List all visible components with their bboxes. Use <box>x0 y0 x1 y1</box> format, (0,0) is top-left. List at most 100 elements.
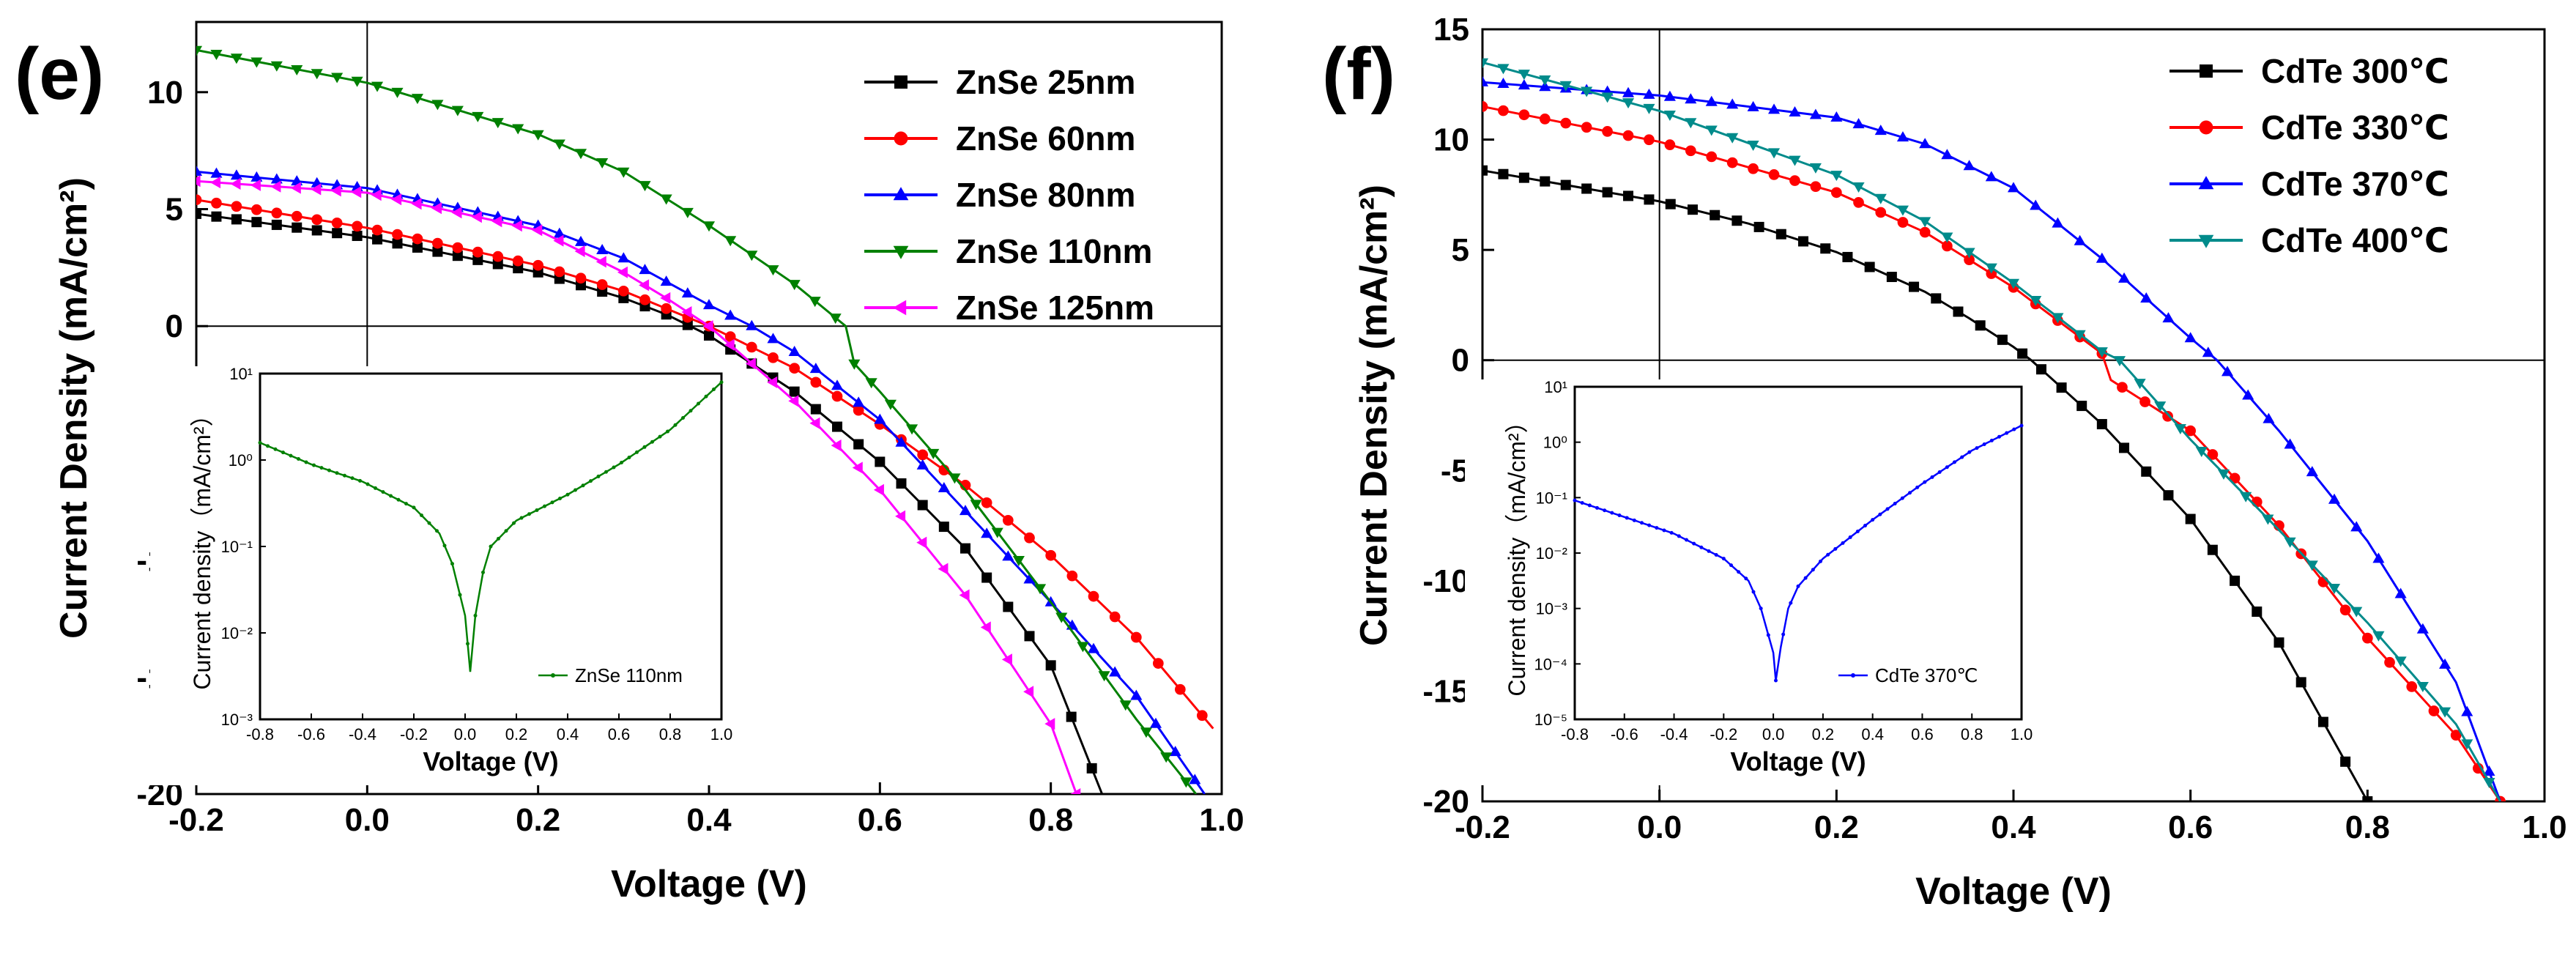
y-tick-label: -20 <box>1422 784 1469 820</box>
data-point <box>873 483 884 496</box>
data-point <box>2139 396 2150 407</box>
data-point <box>746 251 758 262</box>
data-point <box>617 167 630 178</box>
data-point <box>970 500 982 511</box>
data-point <box>865 378 877 389</box>
data-point <box>1152 658 1164 669</box>
inset-y-tick-label: 10⁻¹ <box>1536 489 1567 507</box>
inset-data-point <box>258 440 262 445</box>
data-point <box>660 194 672 205</box>
data-point <box>2416 623 2429 634</box>
data-point <box>1820 243 1831 254</box>
data-point <box>1798 236 1809 247</box>
data-point <box>251 204 262 215</box>
data-point <box>1853 197 1864 208</box>
inset-data-point <box>1945 465 1949 470</box>
data-point <box>1896 131 1909 142</box>
data-point <box>452 242 464 253</box>
inset-x-tick-label: 0.6 <box>608 725 631 744</box>
inset-data-point <box>327 468 331 472</box>
data-point <box>1012 556 1025 567</box>
inset-data-point <box>1632 518 1636 522</box>
x-tick-label: 1.0 <box>2522 809 2566 845</box>
data-point <box>331 217 343 229</box>
data-point <box>639 279 650 292</box>
inset-data-point <box>335 471 339 475</box>
inset-x-tick-label: 1.0 <box>710 725 733 744</box>
data-point <box>2428 705 2440 716</box>
inset-data-point <box>1669 530 1674 535</box>
data-point <box>1975 320 1986 331</box>
data-point <box>2185 513 2196 524</box>
inset-x-tick-label: 0.8 <box>659 725 682 744</box>
data-point <box>1482 75 1489 86</box>
inset-y-tick-label: 10⁻³ <box>1536 600 1567 618</box>
data-point <box>2207 449 2219 460</box>
inset-data-point <box>1774 678 1778 683</box>
inset-data-point <box>574 488 577 492</box>
inset-data-point <box>1759 607 1763 611</box>
legend: CdTe 300℃ CdTe 330℃ CdTe 370℃ CdTe 400℃ <box>2169 52 2449 259</box>
data-point <box>532 259 544 271</box>
data-point <box>2217 469 2230 480</box>
data-point <box>1623 190 1634 201</box>
data-point <box>959 589 970 601</box>
data-point <box>250 171 263 182</box>
data-point <box>1066 570 1078 582</box>
data-point <box>1852 182 1865 193</box>
data-point <box>250 179 261 191</box>
data-point <box>938 563 949 575</box>
data-point <box>2007 182 2020 193</box>
legend-entry: ZnSe 60nm <box>956 119 1135 157</box>
data-point <box>681 305 692 319</box>
inset-data-point <box>1997 434 2001 439</box>
data-point <box>1482 58 1489 69</box>
inset-data-point <box>2019 423 2024 428</box>
data-point <box>1964 254 1975 266</box>
inset-data-point <box>1923 480 1927 484</box>
y-axis-label: Current Density (mA/cm²) <box>1353 185 1395 646</box>
data-point <box>853 439 864 450</box>
y-axis-label: Current Density (mA/cm²) <box>53 177 95 639</box>
data-point <box>1086 763 1097 774</box>
data-point <box>1539 81 1551 92</box>
inset-data-point <box>673 423 678 427</box>
data-point <box>1149 717 1162 728</box>
inset-data-point <box>1908 491 1912 495</box>
data-point <box>1874 193 1887 204</box>
legend: ZnSe 25nm ZnSe 60nm ZnSe 80nm ZnSe 110nm ZnS… <box>864 63 1154 327</box>
inset-chart: -0.8 -0.6 -0.4 -0.2 0.0 0.2 0.4 0.6 0.8 1.0 10¹ 10⁰… <box>1465 378 2040 785</box>
data-point <box>532 130 544 141</box>
data-point <box>1109 666 1121 677</box>
legend-marker <box>893 300 907 316</box>
inset-data-point <box>289 453 293 458</box>
x-axis-label: Voltage (V) <box>1915 870 2112 913</box>
data-point <box>2140 292 2153 303</box>
data-point <box>682 319 693 330</box>
data-point <box>1002 550 1014 561</box>
data-point <box>351 76 363 87</box>
data-point <box>1643 88 1655 99</box>
data-point <box>210 167 223 178</box>
data-point <box>1109 611 1121 623</box>
data-point <box>2162 410 2173 422</box>
data-point <box>1830 171 1843 182</box>
inset-y-tick-label: 10⁻⁵ <box>1534 711 1567 729</box>
data-point <box>472 254 483 265</box>
data-point <box>1002 514 1014 526</box>
data-point <box>574 245 585 258</box>
inset-data-point <box>1819 559 1822 563</box>
inset-data-point <box>1982 442 1986 447</box>
inset-x-tick-label: -0.6 <box>1611 725 1638 744</box>
series-znse-125nm <box>196 175 1081 794</box>
chart-panel-f: (f) -0.2 0.0 0.2 0.4 0.6 0.8 1.0 -20 -15 -10 -5 0 5 10… <box>1322 12 2567 913</box>
legend-entry: ZnSe 25nm <box>956 63 1135 101</box>
inset-data-point <box>273 447 278 451</box>
inset-data-point <box>1826 552 1830 557</box>
inset-data-point <box>1699 545 1704 549</box>
data-point <box>1088 590 1099 602</box>
data-point <box>1842 251 1853 262</box>
inset-y-tick-label: 10⁻³ <box>221 711 253 729</box>
data-point <box>2339 604 2351 616</box>
inset-data-point <box>396 497 401 502</box>
